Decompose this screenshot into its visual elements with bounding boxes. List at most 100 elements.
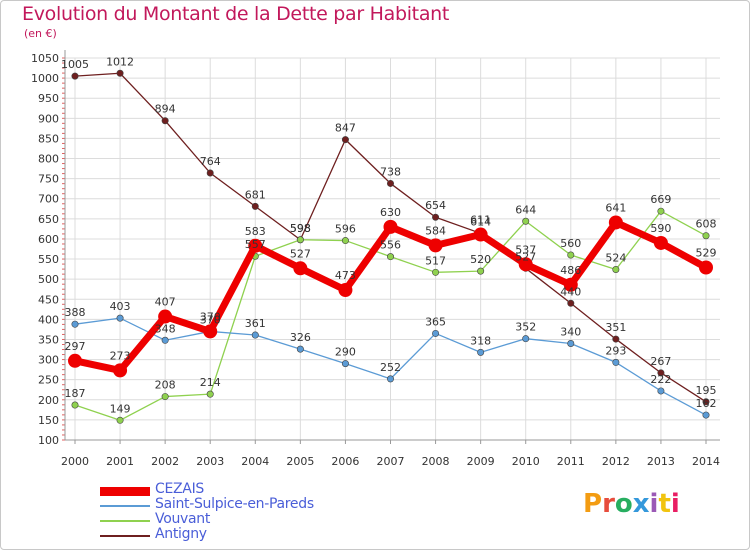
y-tick-label: 850 bbox=[38, 132, 59, 145]
data-point bbox=[116, 416, 124, 424]
data-label: 556 bbox=[380, 239, 401, 252]
y-tick-label: 1050 bbox=[31, 52, 59, 65]
y-tick-label: 100 bbox=[38, 434, 59, 447]
data-point bbox=[518, 257, 533, 272]
x-tick-label: 2010 bbox=[512, 455, 540, 468]
data-label: 162 bbox=[696, 397, 717, 410]
y-tick-label: 200 bbox=[38, 394, 59, 407]
y-tick-label: 1000 bbox=[31, 72, 59, 85]
data-point bbox=[612, 358, 620, 366]
data-point bbox=[161, 336, 169, 344]
data-point bbox=[296, 236, 304, 244]
data-point bbox=[702, 411, 710, 419]
data-label: 517 bbox=[425, 254, 446, 267]
data-label: 486 bbox=[560, 264, 581, 277]
logo-letter: x bbox=[632, 489, 650, 519]
data-label: 297 bbox=[65, 340, 86, 353]
y-tick-label: 300 bbox=[38, 354, 59, 367]
data-point bbox=[386, 179, 394, 187]
data-point bbox=[702, 232, 710, 240]
data-label: 608 bbox=[696, 218, 717, 231]
y-tick-label: 500 bbox=[38, 273, 59, 286]
data-label: 290 bbox=[335, 346, 356, 359]
data-point bbox=[116, 69, 124, 77]
data-point bbox=[657, 207, 665, 215]
data-label: 654 bbox=[425, 199, 446, 212]
data-label: 527 bbox=[290, 247, 311, 260]
data-label: 361 bbox=[245, 317, 266, 330]
data-point bbox=[702, 398, 710, 406]
data-label: 596 bbox=[335, 223, 356, 236]
data-point bbox=[161, 393, 169, 401]
data-point bbox=[432, 329, 440, 337]
data-point bbox=[432, 268, 440, 276]
data-label: 388 bbox=[65, 306, 86, 319]
data-point bbox=[251, 331, 259, 339]
x-tick-label: 2008 bbox=[422, 455, 450, 468]
data-label: 1005 bbox=[61, 58, 89, 71]
logo-letter: i bbox=[670, 489, 680, 519]
data-point bbox=[608, 215, 623, 230]
data-label: 252 bbox=[380, 361, 401, 374]
y-tick-label: 700 bbox=[38, 193, 59, 206]
data-point bbox=[71, 72, 79, 80]
legend-label: CEZAIS bbox=[155, 481, 205, 497]
data-point bbox=[386, 375, 394, 383]
y-tick-label: 150 bbox=[38, 414, 59, 427]
data-label: 273 bbox=[110, 349, 131, 362]
data-point bbox=[386, 253, 394, 261]
data-label: 598 bbox=[290, 222, 311, 235]
data-label: 195 bbox=[696, 384, 717, 397]
y-tick-label: 950 bbox=[38, 92, 59, 105]
data-label: 370 bbox=[200, 313, 221, 326]
data-point bbox=[248, 238, 263, 253]
data-label: 583 bbox=[245, 225, 266, 238]
data-label: 187 bbox=[65, 387, 86, 400]
data-point bbox=[657, 369, 665, 377]
data-label: 584 bbox=[425, 224, 446, 237]
data-point bbox=[341, 360, 349, 368]
x-tick-label: 2004 bbox=[241, 455, 269, 468]
x-tick-label: 2000 bbox=[61, 455, 89, 468]
data-label: 293 bbox=[605, 344, 626, 357]
y-tick-label: 250 bbox=[38, 374, 59, 387]
data-label: 403 bbox=[110, 300, 131, 313]
data-label: 524 bbox=[605, 252, 626, 265]
x-tick-label: 2011 bbox=[557, 455, 585, 468]
data-point bbox=[612, 335, 620, 343]
data-point bbox=[563, 277, 578, 292]
data-label: 407 bbox=[155, 296, 176, 309]
legend-label: Vouvant bbox=[155, 511, 211, 527]
data-label: 611 bbox=[470, 214, 491, 227]
data-label: 590 bbox=[650, 222, 671, 235]
data-label: 318 bbox=[470, 334, 491, 347]
data-label: 894 bbox=[155, 103, 176, 116]
data-point bbox=[203, 324, 218, 339]
x-tick-label: 2014 bbox=[692, 455, 720, 468]
x-tick-label: 2007 bbox=[377, 455, 405, 468]
data-label: 348 bbox=[155, 322, 176, 335]
data-point bbox=[567, 339, 575, 347]
logo-letter: o bbox=[614, 489, 633, 519]
data-label: 370 bbox=[200, 310, 221, 323]
legend-swatch bbox=[100, 520, 150, 522]
data-point bbox=[699, 260, 713, 275]
data-label: 537 bbox=[515, 243, 536, 256]
data-label: 1012 bbox=[106, 55, 134, 68]
data-label: 340 bbox=[560, 325, 581, 338]
data-label: 149 bbox=[110, 402, 131, 415]
data-label: 614 bbox=[470, 215, 491, 228]
data-point bbox=[158, 309, 173, 324]
data-point bbox=[477, 348, 485, 356]
logo-letter: r bbox=[602, 489, 615, 519]
y-tick-label: 550 bbox=[38, 253, 59, 266]
data-label: 557 bbox=[245, 238, 266, 251]
legend-label: Saint-Sulpice-en-Pareds bbox=[155, 496, 314, 512]
data-label: 738 bbox=[380, 165, 401, 178]
data-point bbox=[161, 117, 169, 125]
data-point bbox=[296, 345, 304, 353]
data-point bbox=[383, 219, 398, 234]
y-tick-label: 600 bbox=[38, 233, 59, 246]
data-label: 214 bbox=[200, 376, 221, 389]
